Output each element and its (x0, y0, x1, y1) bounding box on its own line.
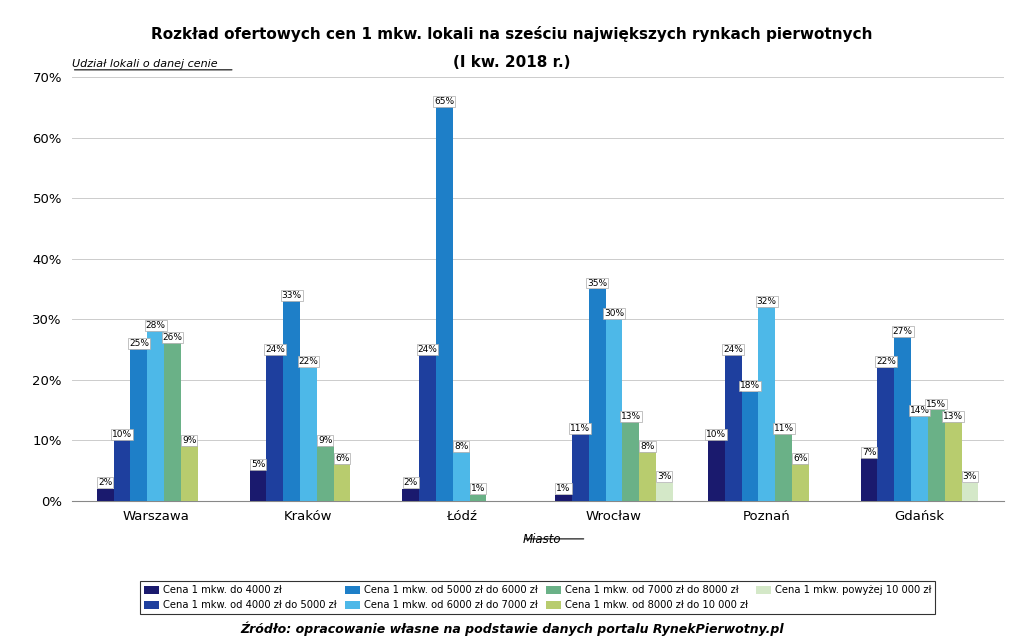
Text: 5%: 5% (251, 460, 265, 469)
Bar (300, 368, 316, 501)
Text: 13%: 13% (621, 412, 641, 421)
Text: 7%: 7% (862, 448, 877, 457)
Bar (402, 489, 419, 501)
Bar (708, 440, 725, 501)
Text: 28%: 28% (145, 321, 166, 330)
Bar (164, 343, 181, 501)
Text: 10%: 10% (707, 430, 726, 439)
Bar (623, 422, 639, 501)
Bar (436, 107, 453, 501)
Bar (775, 434, 792, 501)
Bar (605, 319, 623, 501)
Text: 1%: 1% (471, 484, 485, 493)
Text: 3%: 3% (963, 473, 977, 482)
Text: 3%: 3% (657, 473, 672, 482)
Bar (316, 446, 334, 501)
Text: 2%: 2% (403, 478, 418, 487)
Bar (878, 368, 894, 501)
Bar (928, 410, 945, 501)
Text: 14%: 14% (909, 406, 930, 415)
Text: 2%: 2% (98, 478, 113, 487)
Text: 65%: 65% (434, 97, 455, 106)
Bar (639, 453, 656, 501)
Text: 27%: 27% (893, 327, 912, 336)
Bar (589, 289, 605, 501)
Bar (911, 416, 928, 501)
Text: Udział lokali o danej cenie: Udział lokali o danej cenie (72, 58, 217, 69)
Text: 6%: 6% (794, 454, 808, 463)
Bar (419, 356, 436, 501)
Bar (656, 483, 673, 501)
Bar (147, 331, 164, 501)
Bar (284, 301, 300, 501)
Bar (334, 464, 350, 501)
Bar (741, 392, 759, 501)
Bar (181, 446, 198, 501)
Text: Miasto: Miasto (522, 534, 561, 546)
Text: 26%: 26% (163, 333, 182, 342)
Text: 22%: 22% (876, 357, 896, 366)
Bar (266, 356, 284, 501)
Bar (97, 489, 114, 501)
Bar (555, 495, 572, 501)
Text: 22%: 22% (299, 357, 318, 366)
Text: 24%: 24% (418, 345, 437, 354)
Legend: Cena 1 mkw. do 4000 zł, Cena 1 mkw. od 4000 zł do 5000 zł, Cena 1 mkw. od 5000 z: Cena 1 mkw. do 4000 zł, Cena 1 mkw. od 4… (140, 582, 935, 614)
Text: 24%: 24% (265, 345, 285, 354)
Bar (114, 440, 130, 501)
Bar (962, 483, 978, 501)
Text: 33%: 33% (282, 291, 302, 300)
Text: 1%: 1% (556, 484, 570, 493)
Text: Źródło: opracowanie własne na podstawie danych portalu RynekPierwotny.pl: Źródło: opracowanie własne na podstawie … (241, 621, 783, 636)
Bar (861, 458, 878, 501)
Bar (250, 471, 266, 501)
Text: 8%: 8% (640, 442, 654, 451)
Text: 35%: 35% (587, 279, 607, 288)
Text: 10%: 10% (112, 430, 132, 439)
Text: 8%: 8% (454, 442, 468, 451)
Text: 24%: 24% (723, 345, 743, 354)
Bar (453, 453, 470, 501)
Bar (894, 337, 911, 501)
Bar (725, 356, 741, 501)
Bar (759, 307, 775, 501)
Bar (572, 434, 589, 501)
Text: (I kw. 2018 r.): (I kw. 2018 r.) (454, 55, 570, 69)
Text: 32%: 32% (757, 297, 777, 306)
Text: 18%: 18% (740, 381, 760, 390)
Bar (130, 349, 147, 501)
Text: 13%: 13% (943, 412, 964, 421)
Text: 9%: 9% (182, 436, 197, 445)
Text: 30%: 30% (604, 309, 624, 318)
Text: Rozkład ofertowych cen 1 mkw. lokali na sześciu największych rynkach pierwotnych: Rozkład ofertowych cen 1 mkw. lokali na … (152, 26, 872, 42)
Text: 25%: 25% (129, 339, 148, 348)
Text: 6%: 6% (335, 454, 349, 463)
Text: 9%: 9% (318, 436, 333, 445)
Bar (945, 422, 962, 501)
Text: 15%: 15% (927, 399, 946, 408)
Bar (470, 495, 486, 501)
Text: 11%: 11% (570, 424, 591, 433)
Bar (792, 464, 809, 501)
Text: 11%: 11% (773, 424, 794, 433)
